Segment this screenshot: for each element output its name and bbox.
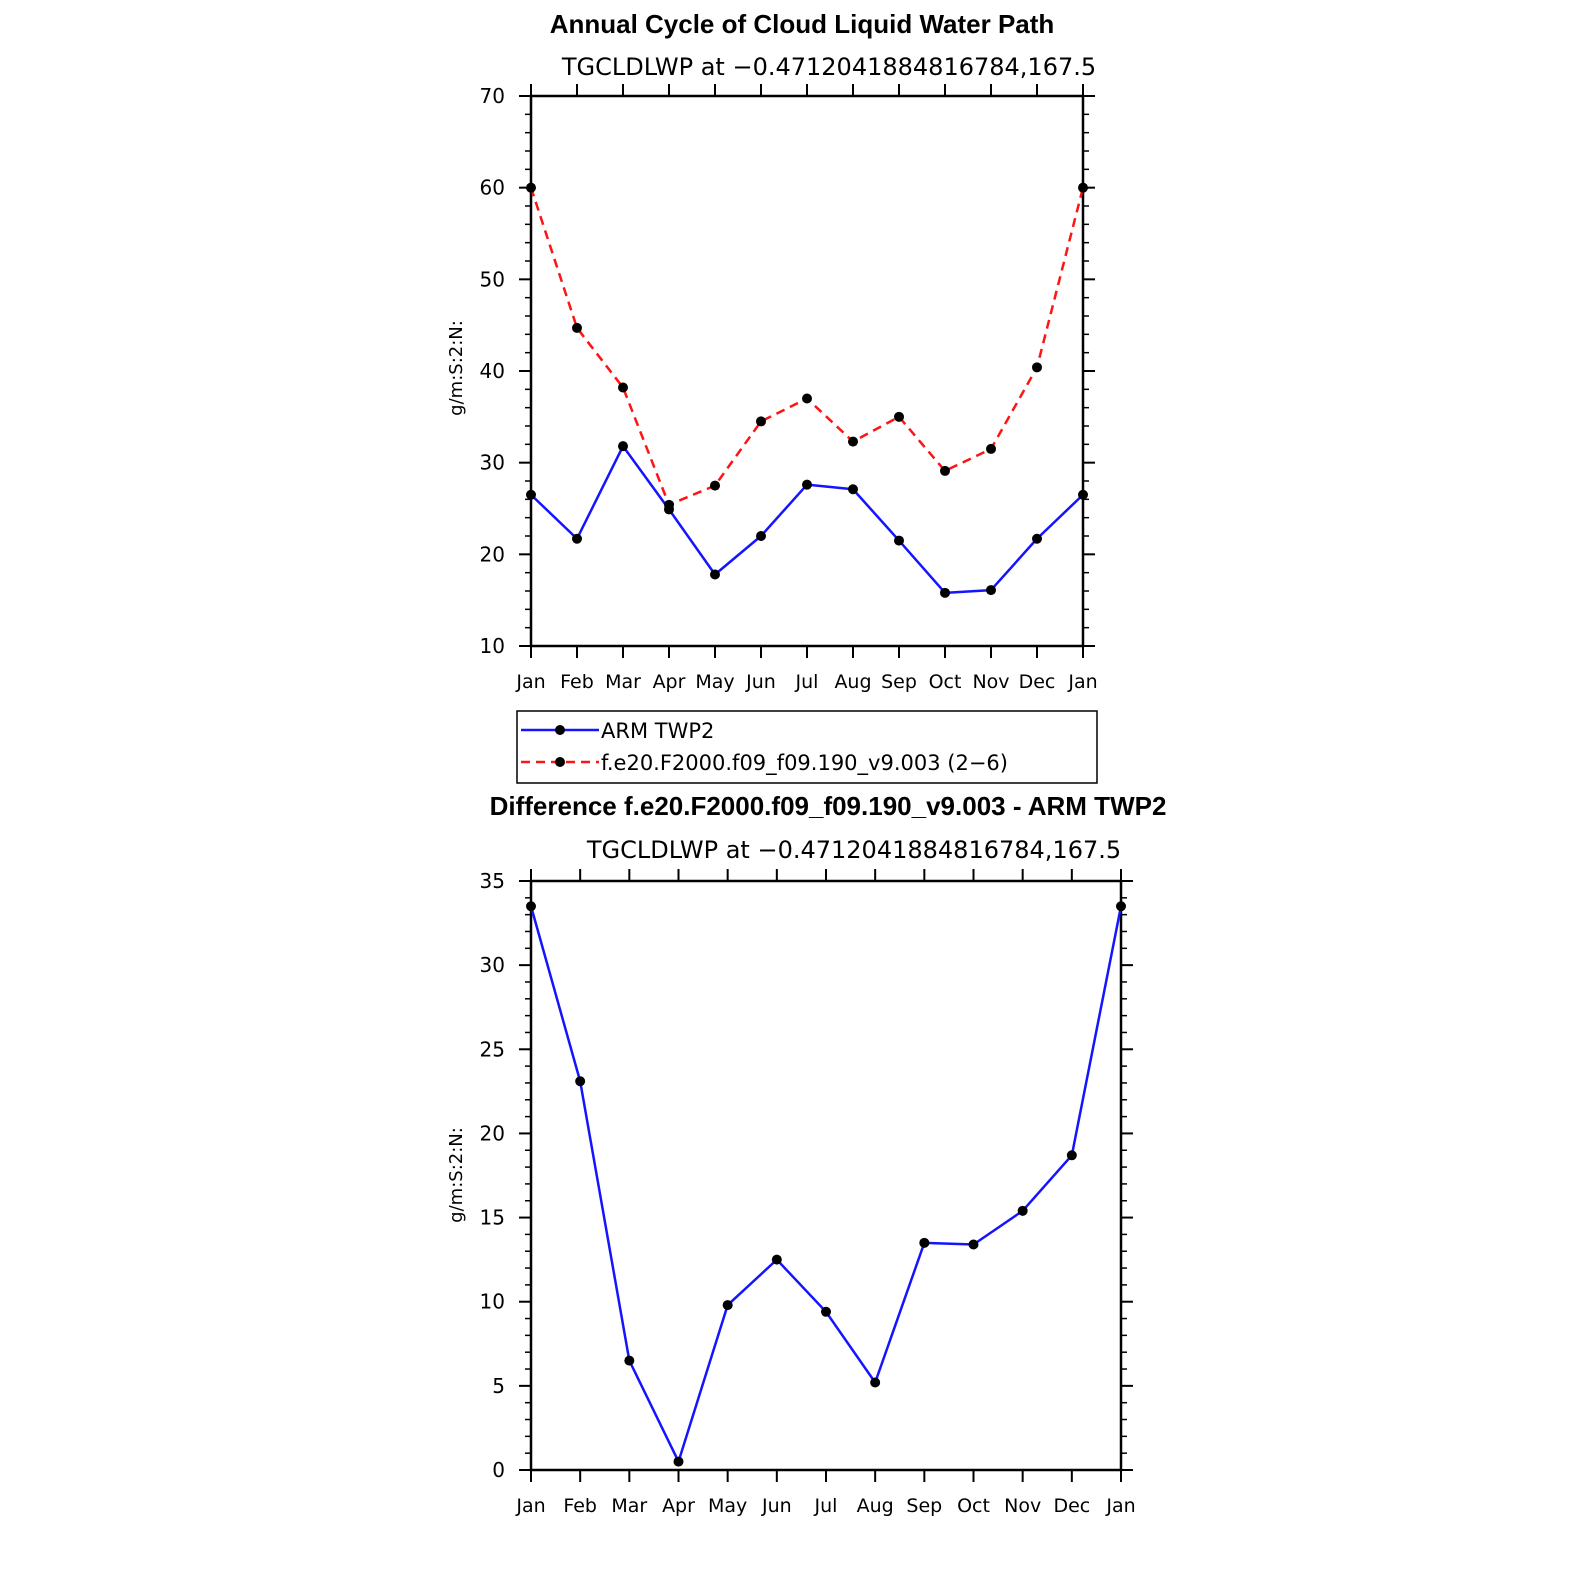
chart1-series-0-point	[940, 587, 950, 598]
chart1-series-0-point	[618, 441, 628, 452]
chart2-ytick-label: 15	[480, 1206, 505, 1230]
chart1-series-1-point	[986, 443, 996, 454]
chart2-xtick-label: Sep	[906, 1495, 942, 1517]
chart2-ytick-label: 0	[492, 1458, 505, 1482]
chart2-xtick-label: Apr	[662, 1495, 695, 1517]
chart1-series-0-point	[526, 489, 536, 500]
chart2-series-0-point	[673, 1456, 684, 1467]
chart1-ytick-label: 30	[480, 451, 505, 475]
chart1-series-0-point	[802, 479, 812, 490]
chart1-xtick-label: Aug	[834, 671, 871, 693]
chart1-xtick-label: Oct	[929, 671, 962, 693]
chart2-xtick-label: Oct	[957, 1495, 990, 1517]
chart1-xtick-label: Jul	[795, 671, 819, 693]
chart1-xtick-label: Jun	[745, 671, 776, 693]
chart2-xtick-label: Jul	[814, 1495, 838, 1517]
chart2-ytick-label: 20	[480, 1121, 505, 1145]
chart1-series-1-line	[529, 187, 1085, 507]
chart1-series-1-point	[894, 411, 904, 422]
chart2-ytick-label: 25	[480, 1037, 505, 1061]
chart1-ytick-label: 60	[480, 176, 505, 200]
chart2-xtick-label: Jan	[1105, 1495, 1135, 1517]
chart1-ytick-label: 70	[480, 84, 505, 108]
chart1-legend: ARM TWP2 f.e20.F2000.f09_f09.190_v9.003 …	[516, 710, 1098, 784]
chart1-series-1-point	[618, 382, 628, 393]
chart2-series-0-point	[771, 1254, 782, 1265]
chart1-series-0-point	[848, 484, 858, 495]
chart1-series-0-point	[1078, 489, 1088, 500]
chart1-ytick-label: 10	[480, 634, 505, 658]
chart1-subtitle: TGCLDLWP at −0.4712041884816784,167.5	[561, 53, 1096, 81]
chart1-series-0-point	[756, 531, 766, 541]
chart1-xtick-label: Sep	[881, 671, 917, 693]
chart1-series-1-point	[710, 480, 720, 491]
chart2-xtick-label: Mar	[611, 1495, 647, 1517]
chart1-xtick-label: Feb	[560, 671, 594, 693]
chart2-series-0-point	[821, 1306, 831, 1317]
chart1-series-1-point	[664, 499, 674, 510]
chart2-xtick-label: Nov	[1004, 1495, 1041, 1517]
chart1-ytick-label: 40	[480, 359, 505, 383]
chart2-series-0-point	[575, 1076, 586, 1087]
chart2-ytick-label: 5	[492, 1374, 505, 1398]
chart2-xtick-label: Feb	[563, 1495, 597, 1517]
chart1-frame	[529, 94, 1085, 648]
chart2-plot: 0 5 10 15 20 25 30 35 Jan Feb Mar Apr May Jun Jul Aug Se…	[480, 869, 1136, 1517]
chart2-series-0-point	[1066, 1150, 1077, 1161]
chart1-ytick-label: 50	[480, 267, 505, 291]
chart2-xtick-label: Jan	[515, 1495, 545, 1517]
legend-label-series-1: f.e20.F2000.f09_f09.190_v9.003 (2−6)	[601, 751, 1008, 776]
chart2-xtick-label: May	[708, 1495, 747, 1517]
chart2-series-0-point	[919, 1237, 930, 1248]
chart2-ytick-label: 10	[480, 1290, 505, 1314]
chart2-ytick-label: 35	[480, 869, 505, 893]
chart1-series-0-point	[986, 585, 996, 596]
chart1-series-1-point	[940, 465, 950, 476]
legend-marker-series-0	[555, 725, 565, 735]
chart2-title: Difference f.e20.F2000.f09_f09.190_v9.00…	[490, 791, 1167, 821]
chart1-series-1-point	[848, 436, 858, 447]
chart2-series-0-point	[526, 901, 536, 912]
legend-label-series-0: ARM TWP2	[601, 719, 714, 743]
chart2-series-0-point	[722, 1300, 733, 1311]
chart2-xtick-label: Aug	[857, 1495, 894, 1517]
chart2-xtick-label: Jun	[761, 1495, 792, 1517]
chart1-xtick-label: Nov	[972, 671, 1009, 693]
chart2-series-0-point	[1017, 1205, 1028, 1216]
chart1-xtick-label: Jan	[1067, 671, 1097, 693]
chart1-series-1-point	[802, 393, 812, 404]
chart1-ytick-label: 20	[480, 542, 505, 566]
chart2-series-0-point	[1116, 901, 1126, 912]
chart1-series-0-point	[1032, 533, 1042, 544]
chart2-xtick-label: Dec	[1053, 1495, 1090, 1517]
chart1-series-1-point	[1032, 362, 1042, 373]
chart1-xtick-label: May	[695, 671, 734, 693]
chart1-series-1-point	[572, 322, 582, 333]
chart1-series-1-point	[1078, 182, 1088, 193]
chart2-series-0-line	[529, 905, 1123, 1463]
chart1-ylabel: g/m:S:2:N:	[446, 320, 467, 416]
chart1-series-0-point	[710, 569, 720, 580]
chart1-series-1-point	[756, 416, 766, 427]
chart1-xtick-label: Jan	[515, 671, 545, 693]
chart2-frame	[529, 879, 1123, 1472]
chart2-ytick-label: 30	[480, 953, 505, 977]
chart1-xtick-label: Apr	[653, 671, 686, 693]
chart1-series-0-point	[572, 533, 582, 544]
chart2-ylabel: g/m:S:2:N:	[446, 1127, 467, 1223]
chart1-series-0-line	[530, 444, 1084, 595]
chart1-series-0-point	[894, 535, 904, 546]
chart2-series-0-point	[870, 1377, 881, 1388]
chart2-series-0-point	[624, 1355, 635, 1366]
legend-box	[516, 710, 1098, 784]
chart1-title: Annual Cycle of Cloud Liquid Water Path	[550, 9, 1055, 39]
chart2-series-0-point	[968, 1239, 979, 1250]
chart1-xtick-label: Mar	[605, 671, 641, 693]
chart1-series-1-point	[526, 182, 536, 193]
chart1-xtick-label: Dec	[1019, 671, 1056, 693]
chart1-plot: 10 20 30 40 50 60 70 Jan Feb Mar Apr May Jun Jul Aug Se…	[480, 84, 1098, 693]
chart2-subtitle: TGCLDLWP at −0.4712041884816784,167.5	[586, 836, 1121, 864]
legend-marker-series-1	[555, 757, 565, 767]
